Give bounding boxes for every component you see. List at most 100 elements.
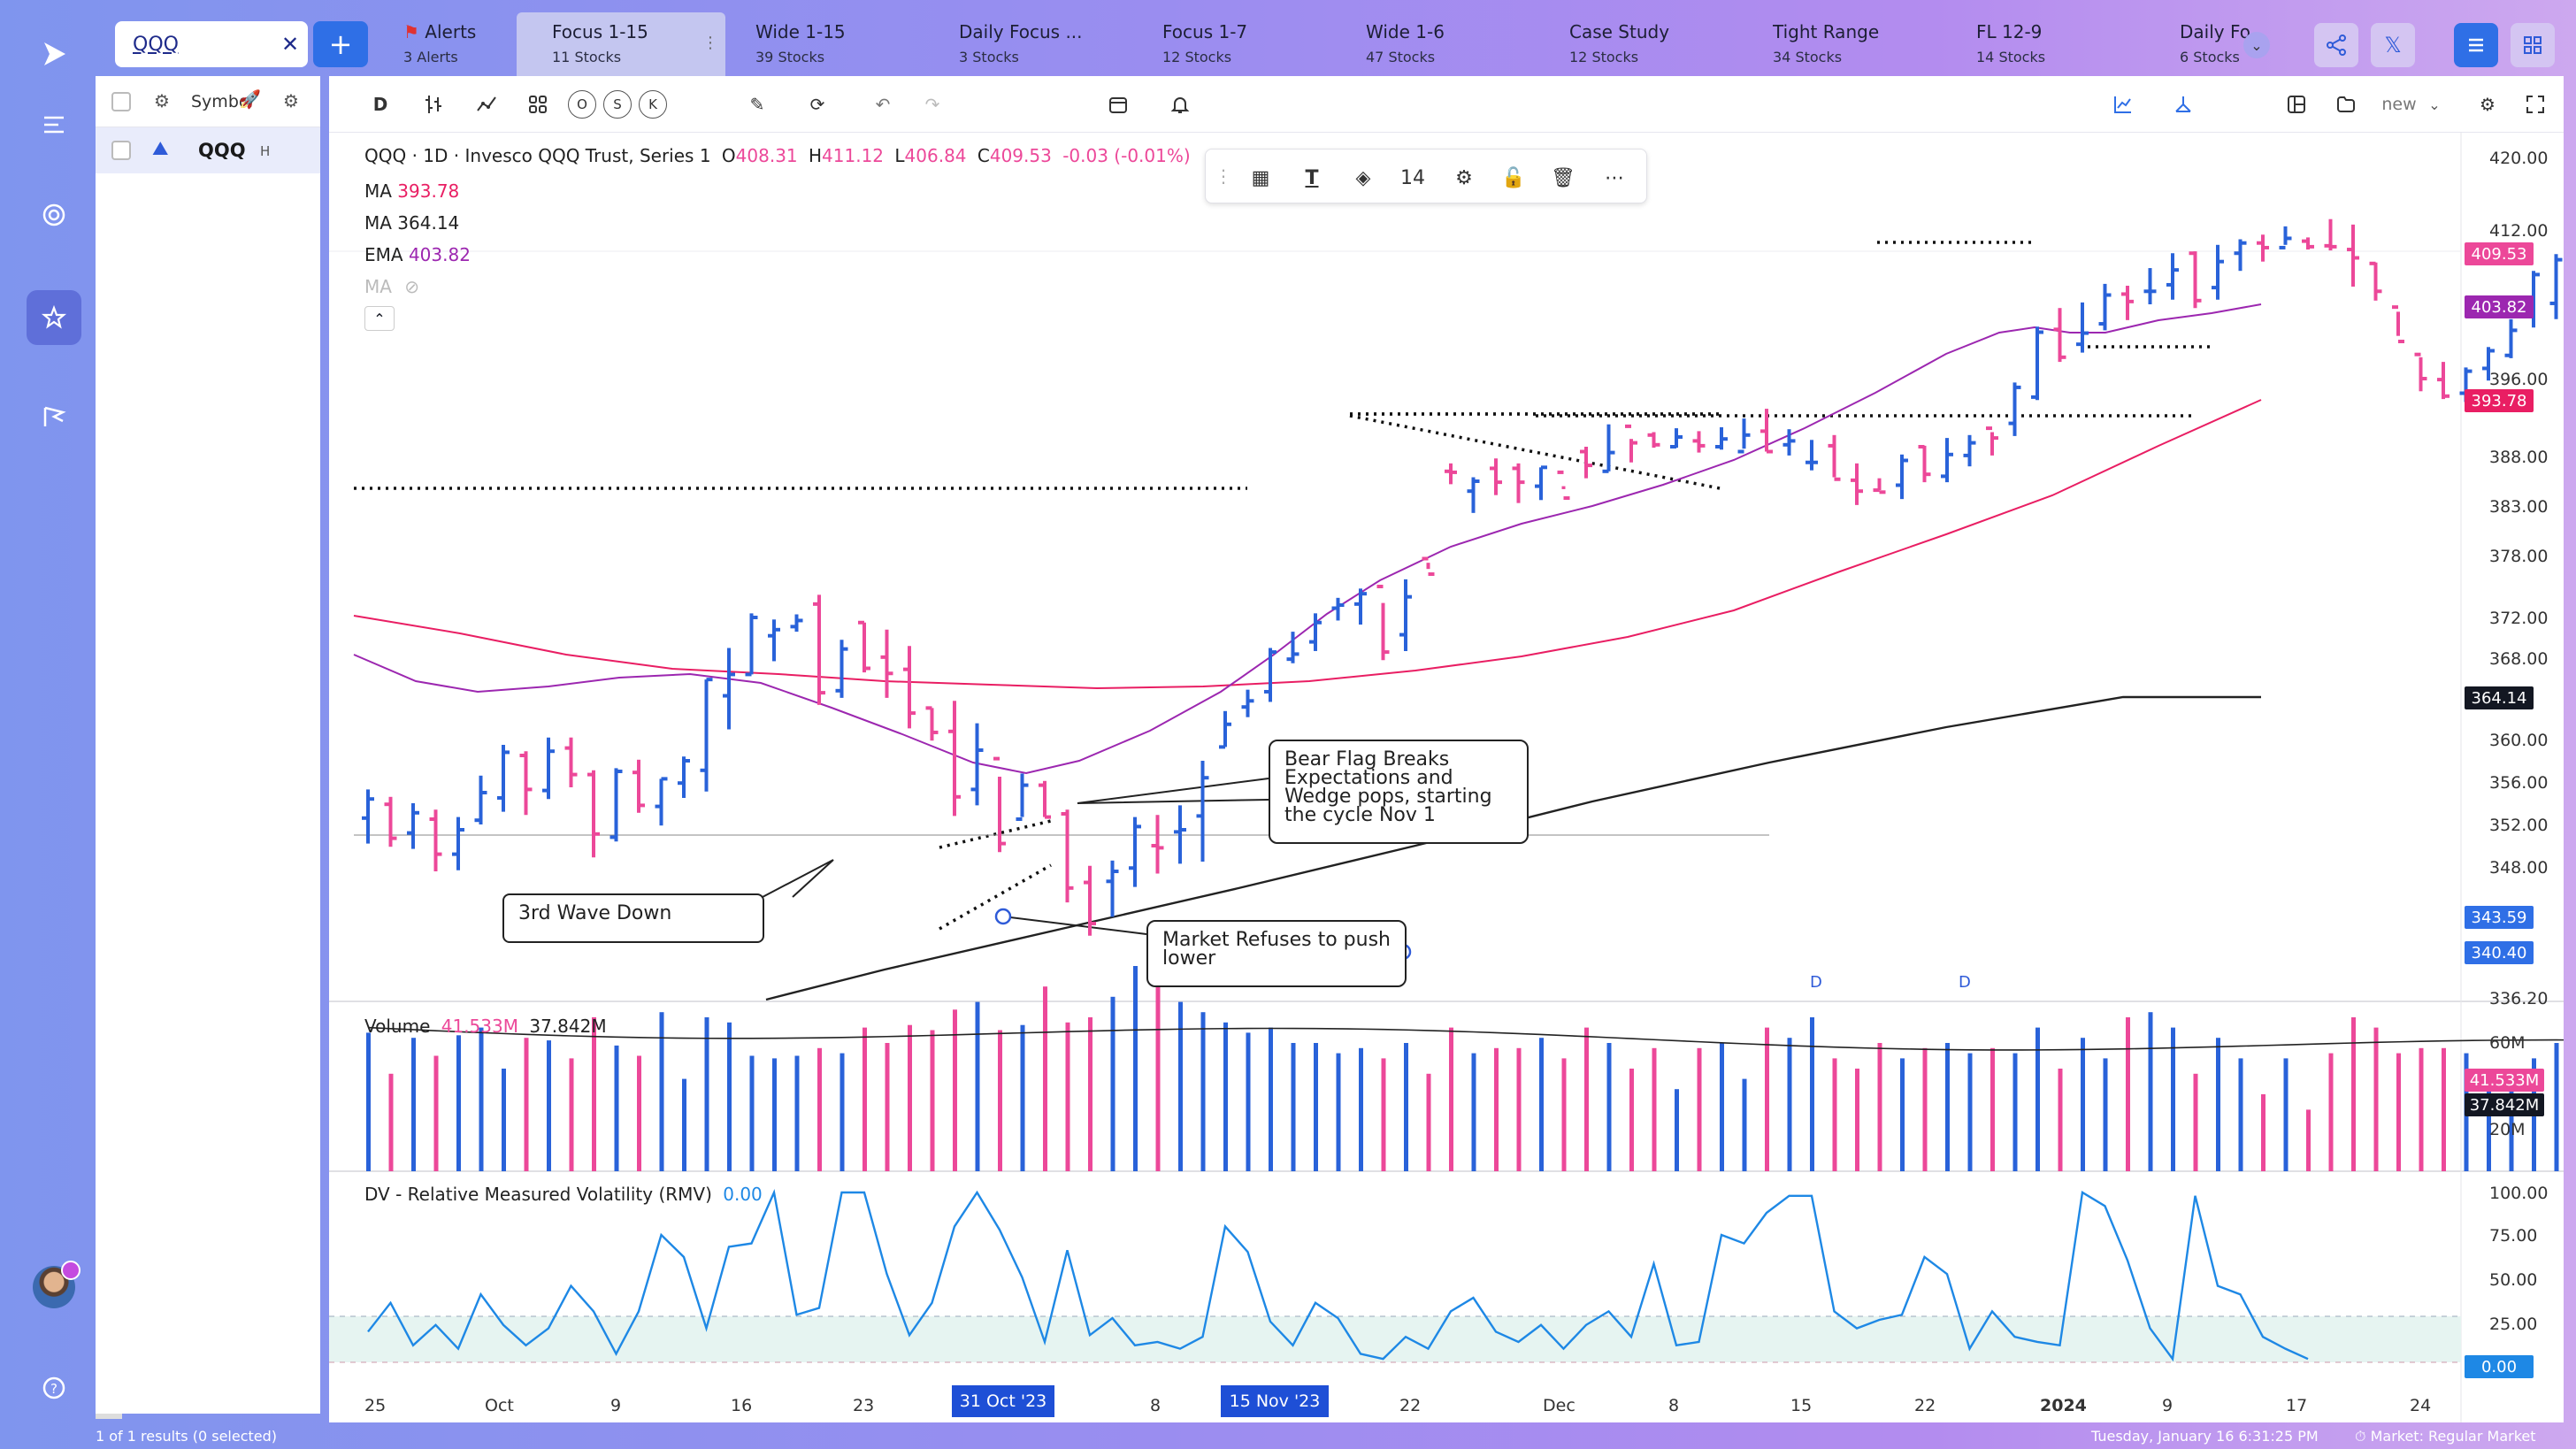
hidden-eye-icon[interactable]: ⊘ [404, 276, 420, 297]
tab-focus-1-15[interactable]: Focus 1-15 11 Stocks ⋮ [552, 21, 718, 65]
templates-icon[interactable] [522, 90, 554, 119]
interval-button[interactable]: D [372, 94, 388, 115]
marker-d2[interactable]: D [1959, 973, 1971, 992]
undo-icon[interactable]: ↶ [875, 94, 891, 115]
lock-icon[interactable]: 🔓 [1501, 166, 1526, 189]
layout-icon[interactable] [2281, 90, 2312, 119]
watchlist-scrollbar[interactable] [96, 1414, 122, 1419]
text-tool-icon[interactable]: T [1305, 166, 1319, 189]
legend-ma2[interactable]: MA 364.14 [364, 212, 460, 234]
tab-daily-focus[interactable]: Daily Focus ... 3 Stocks [959, 21, 1083, 65]
legend-ma3[interactable]: MA ⊘ [364, 276, 420, 297]
watchlist-star-icon[interactable] [27, 290, 81, 345]
alert-bell-icon[interactable] [1164, 90, 1196, 119]
rmv-band [329, 1316, 2461, 1362]
grid-view-icon[interactable] [2511, 23, 2555, 67]
layout-chevron-icon[interactable]: ⌄ [2428, 96, 2441, 113]
chart-area[interactable]: 420.00 412.00 396.00 388.00 383.00 378.00 372.… [329, 133, 2564, 1422]
chart-settings-icon[interactable]: ⚙ [2480, 94, 2496, 115]
symbol-column-header[interactable]: Symbol [191, 92, 244, 111]
select-all-checkbox[interactable] [111, 92, 131, 111]
tab-wide-1-6[interactable]: Wide 1-6 47 Stocks [1366, 21, 1445, 65]
redo-icon[interactable]: ↷ [924, 94, 940, 115]
compare-icon[interactable] [2167, 90, 2199, 119]
o-button[interactable]: O [568, 90, 596, 119]
search-box[interactable]: QQQ ✕ [115, 21, 308, 67]
volume-bar [2442, 1047, 2446, 1171]
badge-ma1: 393.78 [2465, 389, 2534, 412]
tab-alerts[interactable]: ⚑ Alerts 3 Alerts [403, 21, 477, 65]
x-share-icon[interactable]: 𝕏 [2371, 23, 2415, 67]
s-button[interactable]: S [603, 90, 632, 119]
layout-name[interactable]: new [2381, 95, 2417, 114]
k-button[interactable]: K [639, 90, 667, 119]
tab-fl-12-9[interactable]: FL 12-9 14 Stocks [1976, 21, 2046, 65]
add-watchlist-button[interactable]: + [313, 21, 368, 67]
volume-bar [1065, 1022, 1070, 1171]
menu-icon[interactable] [27, 97, 81, 152]
search-input[interactable]: QQQ [133, 34, 179, 56]
indicators-icon[interactable] [471, 90, 502, 119]
volume-bar [2306, 1109, 2311, 1171]
drag-handle-icon[interactable]: ⋮ [1215, 165, 1232, 187]
annotation-3rd-wave-down[interactable]: 3rd Wave Down [502, 893, 764, 943]
more-icon[interactable]: ⋯ [1605, 166, 1624, 189]
tab-more-icon[interactable]: ⋮ [702, 34, 718, 52]
symbol-logo-icon: ⛰ [152, 138, 169, 160]
status-time: Tuesday, January 16 6:31:25 PM [2091, 1428, 2319, 1445]
folder-icon[interactable] [2330, 90, 2362, 119]
badge-b2: 340.40 [2465, 941, 2534, 964]
status-bar: 1 of 1 results (0 selected) Tuesday, Jan… [96, 1422, 2564, 1449]
delete-icon[interactable]: 🗑 [1551, 166, 1576, 189]
marker-d1[interactable]: D [1810, 973, 1822, 992]
volume-bar [1697, 1047, 1702, 1171]
help-icon[interactable]: ? [27, 1361, 81, 1415]
fullscreen-icon[interactable] [2519, 90, 2551, 119]
templates-draw-icon[interactable]: ▦ [1251, 166, 1270, 189]
volume-bar [2283, 1058, 2288, 1171]
chart-canvas[interactable]: 420.00 412.00 396.00 388.00 383.00 378.00 372.… [329, 133, 2564, 1422]
volume-bar [2081, 1038, 2085, 1171]
tabs-scroll-chevron-icon[interactable]: ⌄ [2243, 32, 2270, 58]
y-tick-label: 412.00 [2489, 221, 2548, 241]
volume-bar [456, 1035, 461, 1171]
draw-settings-icon[interactable]: ⚙ [1455, 166, 1473, 189]
legend-ema[interactable]: EMA 403.82 [364, 244, 471, 265]
rmv-line [329, 1188, 2461, 1363]
collapse-legend-icon[interactable]: ⌃ [364, 306, 395, 331]
volume-bar [592, 1017, 596, 1171]
logo-icon[interactable] [27, 27, 81, 81]
row-checkbox[interactable] [111, 141, 131, 160]
watchlist-settings-icon[interactable]: ⚙ [283, 90, 299, 111]
wedge-top-line [939, 819, 1052, 849]
volume-bar [953, 1009, 957, 1171]
clear-search-icon[interactable]: ✕ [281, 32, 300, 57]
ema-line [353, 303, 2262, 775]
tab-wide-1-15[interactable]: Wide 1-15 39 Stocks [755, 21, 846, 65]
avatar[interactable] [27, 1260, 81, 1315]
legend-high: 411.12 [822, 145, 885, 166]
list-view-icon[interactable] [2454, 23, 2498, 67]
refresh-icon[interactable]: ⟳ [809, 94, 825, 115]
annotation-market-refuses[interactable]: Market Refuses to push lower [1146, 920, 1407, 987]
radar-icon[interactable] [27, 188, 81, 242]
tab-focus-1-7[interactable]: Focus 1-7 12 Stocks [1162, 21, 1248, 65]
font-size-value[interactable]: 14 [1400, 166, 1425, 189]
x-tick-label: 25 [364, 1396, 386, 1415]
legend-ma1[interactable]: MA 393.78 [364, 180, 460, 202]
rocket-icon: 🚀 [239, 88, 261, 110]
annotation-bear-flag[interactable]: Bear Flag Breaks Expectations and Wedge … [1269, 740, 1529, 844]
tab-tight-range[interactable]: Tight Range 34 Stocks [1773, 21, 1880, 65]
flag-icon[interactable] [27, 389, 81, 444]
tab-case-study[interactable]: Case Study 12 Stocks [1569, 21, 1670, 65]
column-settings-icon[interactable]: ⚙ [154, 90, 170, 111]
fill-color-icon[interactable]: ◈ [1355, 166, 1371, 189]
watchlist-row[interactable]: ⛰ QQQ H [96, 127, 320, 173]
tab-daily-fo[interactable]: Daily Fo 6 Stocks [2180, 21, 2250, 65]
pencil-icon[interactable]: ✎ [749, 94, 765, 115]
calendar-icon[interactable] [1102, 90, 1134, 119]
chart-style-icon[interactable] [2107, 90, 2139, 119]
bar-type-icon[interactable] [418, 90, 449, 119]
share-button[interactable] [2314, 23, 2358, 67]
badge-b1: 343.59 [2465, 906, 2534, 929]
